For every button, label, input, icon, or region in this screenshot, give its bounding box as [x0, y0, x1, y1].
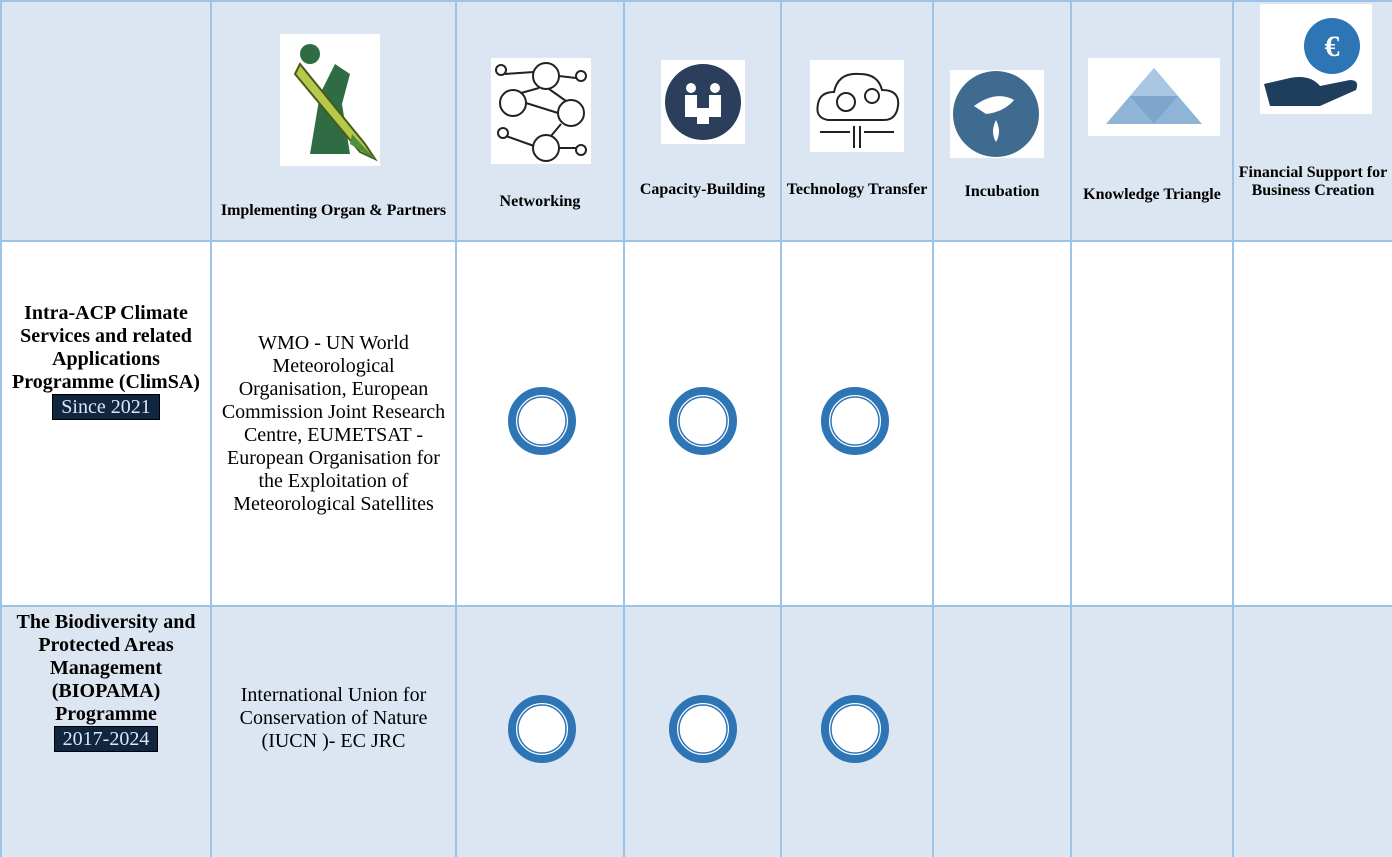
check-circle [508, 695, 576, 763]
programme-period: 2017-2024 [53, 726, 159, 752]
programme-name: Intra-ACP Climate Services and related A… [12, 302, 200, 393]
check-circle [669, 387, 737, 455]
header-label: Incubation [964, 183, 1040, 200]
corner-cell [2, 2, 212, 242]
icon-capacity [661, 60, 745, 144]
header-cell: € Financial Support for Business Creatio… [1234, 2, 1392, 242]
cell [934, 242, 1072, 607]
cell [782, 242, 934, 607]
cell [782, 607, 934, 857]
icon-technology [810, 60, 904, 152]
header-cell: Incubation [934, 2, 1072, 242]
row-label-cell: Intra-ACP Climate Services and related A… [2, 242, 212, 607]
header-label: Networking [499, 193, 581, 210]
header-cell: Networking [457, 2, 625, 242]
programme-cell: Intra-ACP Climate Services and related A… [6, 302, 206, 552]
partners-text: International Union for Conservation of … [239, 683, 428, 752]
header-label: Financial Support for Business Creation [1238, 164, 1388, 199]
header-cell: Knowledge Triangle [1072, 2, 1234, 242]
header-label: Implementing Organ & Partners [220, 202, 447, 219]
cell [1234, 242, 1392, 607]
icon-incubation [950, 70, 1044, 158]
cell [1234, 607, 1392, 857]
icon-knowledge [1088, 58, 1220, 136]
check-circle [669, 695, 737, 763]
programme-period: Since 2021 [52, 394, 160, 420]
programme-cell: The Biodiversity and Protected Areas Man… [6, 611, 206, 857]
check-circle [821, 695, 889, 763]
header-cell: Technology Transfer [782, 2, 934, 242]
cell [1072, 607, 1234, 857]
icon-networking [491, 58, 591, 164]
cell [1072, 242, 1234, 607]
icon-financial: € [1260, 4, 1372, 114]
cell [934, 607, 1072, 857]
header-cell: Implementing Organ & Partners [212, 2, 457, 242]
partners-text: WMO - UN World Meteorological Organisati… [221, 331, 446, 515]
header-label: Knowledge Triangle [1083, 186, 1221, 203]
header-label: Capacity-Building [639, 181, 766, 198]
icon-partners [280, 34, 380, 166]
header-cell: Capacity-Building [625, 2, 782, 242]
check-circle [821, 387, 889, 455]
cell [457, 607, 625, 857]
svg-text:€: € [1325, 30, 1340, 63]
cell [625, 607, 782, 857]
partners-cell: International Union for Conservation of … [212, 607, 457, 857]
row-label-cell: The Biodiversity and Protected Areas Man… [2, 607, 212, 857]
check-circle [508, 387, 576, 455]
cell [625, 242, 782, 607]
programme-name: The Biodiversity and Protected Areas Man… [16, 611, 196, 725]
partners-cell: WMO - UN World Meteorological Organisati… [212, 242, 457, 607]
cell [457, 242, 625, 607]
header-label: Technology Transfer [786, 181, 928, 198]
